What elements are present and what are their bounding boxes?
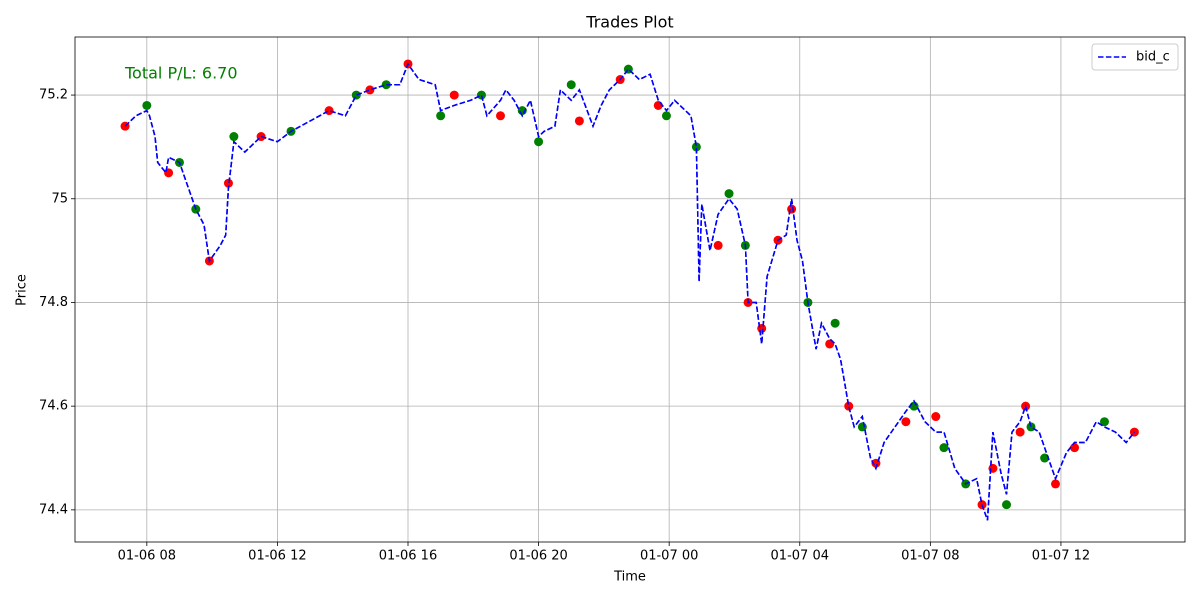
trade-point: [496, 111, 505, 121]
trade-point: [476, 90, 486, 100]
trade-point: [142, 100, 152, 110]
y-tick-label: 74.6: [39, 399, 68, 414]
y-tick-label: 75: [51, 191, 68, 206]
trade-point: [901, 417, 911, 427]
trade-point: [324, 106, 334, 116]
y-tick-label: 75.2: [39, 88, 68, 103]
trade-point: [229, 132, 239, 142]
trade-point: [830, 318, 840, 328]
trade-point: [713, 240, 723, 250]
trade-point: [566, 80, 576, 90]
line: [124, 62, 1135, 521]
trade-point: [436, 111, 446, 121]
line: [124, 62, 1135, 521]
trade-point: [449, 90, 459, 100]
trade-point: [939, 443, 949, 453]
legend-label: bid_c: [1136, 50, 1170, 65]
chart-title: Trades Plot: [585, 13, 673, 32]
trade-point: [164, 168, 174, 178]
trade-point: [931, 412, 941, 422]
trade-point: [351, 90, 361, 100]
trade-point: [691, 142, 701, 152]
trade-point: [661, 111, 671, 121]
x-tick-label: 01-07 12: [1032, 549, 1090, 564]
trade-point: [1026, 422, 1036, 432]
x-tick-label: 01-06 20: [509, 549, 567, 564]
y-tick-label: 74.8: [39, 295, 68, 310]
x-tick-label: 01-07 08: [901, 549, 959, 564]
x-tick-label: 01-06 16: [379, 549, 437, 564]
plot-frame: [74, 36, 1186, 543]
trade-point: [787, 204, 797, 214]
x-tick-label: 01-06 12: [248, 549, 306, 564]
plot-area: [120, 59, 1139, 521]
x-axis-label: Time: [613, 570, 646, 585]
trade-point: [724, 189, 734, 199]
trade-point: [381, 80, 391, 90]
trade-point: [574, 116, 584, 126]
legend: bid_c: [1091, 43, 1179, 71]
trade-point: [1070, 443, 1080, 453]
trade-point: [844, 401, 854, 411]
trade-point: [1051, 479, 1060, 489]
x-tick-label: 01-07 00: [640, 549, 698, 564]
y-axis-label: Price: [15, 274, 30, 306]
annotation: Total P/L: 6.70: [124, 64, 238, 83]
legend-box: [1091, 43, 1179, 71]
y-tick-label: 74.4: [39, 502, 68, 517]
trade-point: [534, 137, 544, 147]
trade-point: [1015, 427, 1025, 437]
trade-point: [1002, 500, 1012, 510]
trade-point: [1129, 427, 1139, 437]
trade-point: [365, 85, 375, 95]
trade-point: [223, 178, 233, 188]
trade-point: [1099, 417, 1109, 427]
x-tick-label: 01-07 04: [771, 549, 829, 564]
x-tick-label: 01-06 08: [118, 549, 176, 564]
